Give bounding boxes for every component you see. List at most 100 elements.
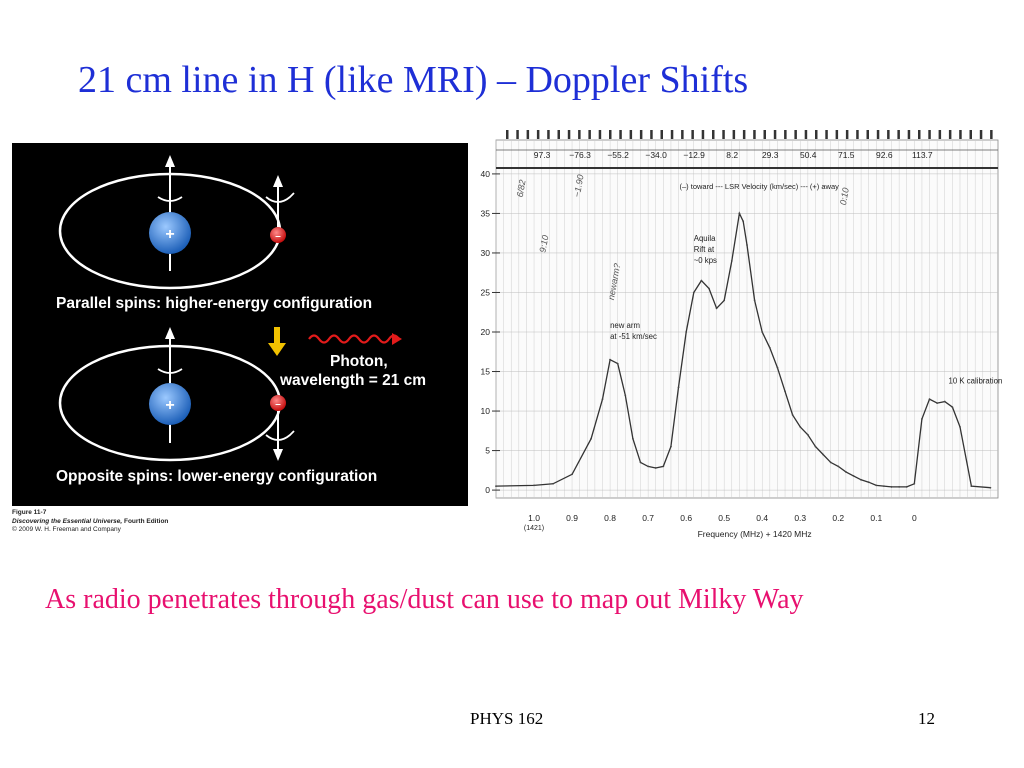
parallel-spins-label: Parallel spins: higher-energy configurat… xyxy=(56,295,372,312)
ruler-tick xyxy=(639,130,643,139)
spectrum-point xyxy=(639,461,642,464)
ruler-tick xyxy=(650,130,653,139)
photon-arrow-head xyxy=(392,333,402,345)
electron-spin-down-arrow xyxy=(273,449,283,461)
transition-arrow-head xyxy=(268,343,286,356)
spectrum-point xyxy=(837,465,840,468)
spectrum-point xyxy=(700,279,703,282)
ruler-tick xyxy=(516,130,519,139)
proton-spin-rotation-icon xyxy=(157,196,183,202)
spectrum-point xyxy=(959,425,961,428)
spectrum-point xyxy=(791,414,794,416)
spin-flip-diagram: + – Parallel spins: higher-energy config… xyxy=(56,155,426,485)
spectrum-point xyxy=(662,465,665,468)
spectrum-point xyxy=(921,418,923,420)
velocity-tick-label: −55.2 xyxy=(607,150,629,160)
ruler-tick xyxy=(969,130,972,139)
spectrum-point xyxy=(822,453,824,456)
ruler-tick xyxy=(722,130,725,139)
y-tick-label: 20 xyxy=(481,327,491,337)
velocity-tick-label: −34.0 xyxy=(645,150,667,160)
photon-label: Photon, xyxy=(330,353,388,370)
spectrum-point xyxy=(844,471,847,473)
spectrum-point xyxy=(738,212,741,215)
spectrum-point xyxy=(624,394,627,397)
ruler-tick xyxy=(918,130,921,139)
ruler-tick xyxy=(990,130,993,139)
figure-caption: Figure 11-7 Discovering the Essential Un… xyxy=(12,509,168,535)
handwritten-mark: 6/82 xyxy=(515,179,528,198)
spectrum-point xyxy=(829,461,832,464)
ruler-tick xyxy=(948,130,952,139)
x-tick-label: 0 xyxy=(912,513,917,523)
x-tick-label: 0.1 xyxy=(870,513,882,523)
spectrum-svg: 97.3 −76.3 −55.2 −34.0 −12.9 8.2 29.3 50.4 71.5 9… xyxy=(481,130,1024,539)
chart-annotation: Rift at xyxy=(694,245,715,254)
velocity-tick-label: 8.2 xyxy=(726,150,738,160)
ruler-tick xyxy=(763,130,766,139)
electron-spin-rotation-icon-lower xyxy=(265,430,295,441)
ruler-tick xyxy=(835,130,839,139)
ruler-tick xyxy=(712,130,715,139)
spectrum-point xyxy=(632,437,634,440)
handwritten-mark: −1.90 xyxy=(572,174,586,198)
spectrum-point xyxy=(814,445,817,448)
x-tick-label: 0.2 xyxy=(832,513,844,523)
spectrum-point xyxy=(883,485,885,488)
ruler-tick xyxy=(660,130,663,139)
ruler-tick xyxy=(670,130,674,139)
spectrum-point xyxy=(860,478,862,481)
proton-plus-lower: + xyxy=(165,397,174,414)
caption-book-edition: Fourth Edition xyxy=(122,517,169,525)
handwritten-mark: 9:10 xyxy=(538,234,551,253)
proton-upper xyxy=(149,212,191,254)
x-tick-label: 0.8 xyxy=(604,513,616,523)
spectrum-point xyxy=(905,486,908,488)
velocity-tick-label: 50.4 xyxy=(800,150,817,160)
spectrum-point xyxy=(533,484,535,487)
spectrum-point xyxy=(970,485,973,488)
y-tick-label: 5 xyxy=(485,446,490,456)
spectrum-point xyxy=(742,220,745,223)
spectrum-point xyxy=(616,362,619,365)
caption-copyright: © 2009 W. H. Freeman and Company xyxy=(12,526,121,533)
spectrum-point xyxy=(951,406,954,408)
chart-annotation: ~0 kps xyxy=(694,256,717,265)
velocity-tick-label: 71.5 xyxy=(838,150,855,160)
ruler-tick xyxy=(536,130,540,139)
spectrum-point xyxy=(647,465,650,468)
spectrum-point xyxy=(692,291,695,294)
electron-spin-rotation-icon xyxy=(265,192,295,203)
chart-annotation: Aquila xyxy=(694,234,716,243)
ruler-tick xyxy=(753,130,756,139)
ruler-tick xyxy=(979,130,983,139)
spectrum-line xyxy=(495,211,991,489)
chart-annotation: new arm xyxy=(610,321,640,330)
spectrum-point xyxy=(685,331,688,333)
y-tick-label: 40 xyxy=(481,169,491,179)
spectrum-point xyxy=(936,402,939,405)
ruler-tick xyxy=(609,130,612,139)
spectrum-point xyxy=(867,481,870,484)
spectrum-point xyxy=(677,386,680,389)
spectrum-point xyxy=(928,398,931,401)
ruler-tick xyxy=(526,130,530,139)
velocity-tick-label: 97.3 xyxy=(534,150,551,160)
spectrum-point xyxy=(708,287,710,290)
velocity-axis-title: (–) toward --- LSR Velocity (km/sec) ---… xyxy=(679,182,839,191)
handwritten-mark: 0:10 xyxy=(838,187,851,206)
spectrum-point xyxy=(753,299,756,302)
ruler-tick xyxy=(681,130,684,139)
spectrum-point xyxy=(898,486,901,488)
velocity-tick-label: 113.7 xyxy=(912,150,933,160)
spin-flip-figure: + – Parallel spins: higher-energy config… xyxy=(12,143,468,506)
spectrum-point xyxy=(495,485,497,488)
velocity-tick-label: −76.3 xyxy=(569,150,591,160)
y-tick-label: 30 xyxy=(481,248,491,258)
spectrum-point xyxy=(852,474,855,477)
ruler-tick xyxy=(691,130,694,139)
electron-upper xyxy=(270,227,286,243)
ruler-tick xyxy=(938,130,942,139)
spectrum-point xyxy=(761,331,764,333)
chart-annotation: 10 K calibration bump xyxy=(949,376,1004,385)
